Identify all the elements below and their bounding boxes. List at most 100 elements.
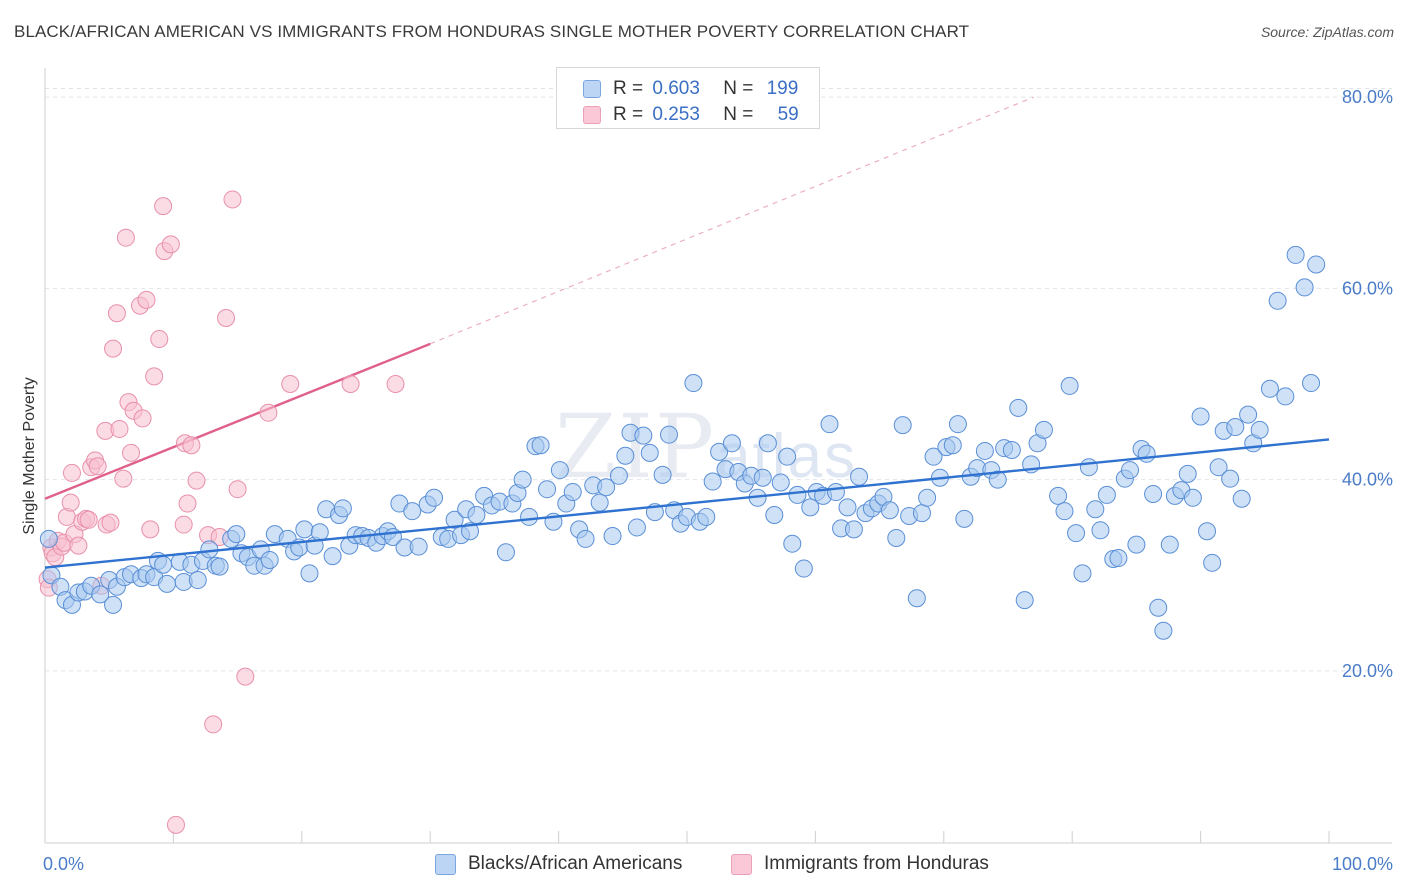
data-point (122, 443, 141, 462)
data-point (1144, 484, 1163, 503)
legend-label-blacks: Blacks/African Americans (468, 853, 683, 874)
data-point (918, 488, 937, 507)
watermark-logo: ZIPatlas (555, 395, 857, 498)
data-point (1127, 535, 1146, 554)
swatch-pink (583, 106, 601, 124)
swatch-blue (583, 80, 601, 98)
data-point (660, 425, 679, 444)
data-point (948, 415, 967, 434)
data-point (228, 480, 247, 499)
data-point (223, 190, 242, 209)
grid-lines (45, 88, 1392, 672)
data-point (133, 409, 152, 428)
data-point (210, 557, 229, 576)
data-point (771, 473, 790, 492)
data-point (1120, 461, 1139, 480)
r-label: R = (613, 78, 644, 99)
data-point (616, 446, 635, 465)
n-label: N = (723, 78, 754, 99)
data-point (107, 304, 126, 323)
data-point (778, 447, 797, 466)
data-point (975, 441, 994, 460)
data-point (1109, 549, 1128, 568)
data-point (461, 522, 480, 541)
data-point (563, 483, 582, 502)
data-point (403, 502, 422, 521)
data-point (1067, 524, 1086, 543)
data-point (684, 374, 703, 393)
data-point (520, 507, 539, 526)
x-tick-label: 100.0% (1332, 854, 1393, 874)
watermark-main: ZIP (555, 395, 717, 498)
data-point (783, 534, 802, 553)
data-point (722, 434, 741, 453)
data-point (1060, 376, 1079, 395)
data-point (850, 467, 869, 486)
data-point (597, 478, 616, 497)
legend-label-honduras: Immigrants from Honduras (764, 853, 989, 874)
data-point (1260, 379, 1279, 398)
data-point (844, 520, 863, 539)
data-point (1009, 398, 1028, 417)
data-point (323, 547, 342, 566)
data-point (943, 436, 962, 455)
data-point (300, 564, 319, 583)
data-point (653, 465, 672, 484)
y-tick-label: 40.0% (1342, 470, 1393, 490)
data-point (204, 715, 223, 734)
data-point (1097, 485, 1116, 504)
data-point (425, 488, 444, 507)
data-point (1055, 502, 1074, 521)
data-point (1073, 564, 1092, 583)
data-point (161, 235, 180, 254)
data-point (924, 447, 943, 466)
data-point (988, 470, 1007, 489)
y-tick-label: 20.0% (1342, 661, 1393, 681)
data-point (1302, 374, 1321, 393)
data-point (386, 375, 405, 393)
data-point (1079, 458, 1098, 477)
data-point (145, 367, 164, 386)
data-point (1191, 407, 1210, 426)
data-point (1203, 553, 1222, 572)
data-point (1034, 420, 1053, 439)
data-point (409, 537, 428, 556)
trend-immigrants-honduras (44, 96, 1034, 500)
chart-title: BLACK/AFRICAN AMERICAN VS IMMIGRANTS FRO… (14, 22, 970, 41)
data-point (295, 520, 314, 539)
data-point (62, 463, 81, 482)
data-point (259, 403, 278, 422)
data-point (627, 518, 646, 537)
data-point (794, 559, 813, 578)
data-point (880, 501, 899, 520)
trend-line (44, 438, 1330, 569)
r-value: 0.603 (652, 78, 700, 99)
data-point (513, 470, 532, 489)
y-tick-label: 60.0% (1342, 278, 1393, 298)
trend-blacks-african-americans (44, 438, 1330, 569)
data-point (753, 468, 772, 487)
data-point (1209, 458, 1228, 477)
data-point (609, 466, 628, 485)
data-point (1178, 464, 1197, 483)
data-point (91, 585, 110, 604)
data-point (227, 525, 246, 544)
data-point (104, 339, 123, 358)
data-point (79, 510, 98, 529)
data-point (69, 536, 88, 555)
data-point (1250, 420, 1269, 439)
data-point (281, 375, 300, 393)
data-point (1002, 440, 1021, 459)
data-point (838, 498, 857, 517)
data-point (887, 528, 906, 547)
n-label: N = (723, 104, 754, 125)
data-point (550, 461, 569, 480)
data-point (188, 571, 207, 590)
data-point (110, 419, 129, 438)
y-tick-label: 80.0% (1342, 87, 1393, 107)
series-immigrants-honduras (38, 190, 405, 834)
data-point (341, 375, 360, 393)
data-point (174, 515, 193, 534)
data-point (765, 506, 784, 525)
data-point (137, 290, 156, 309)
